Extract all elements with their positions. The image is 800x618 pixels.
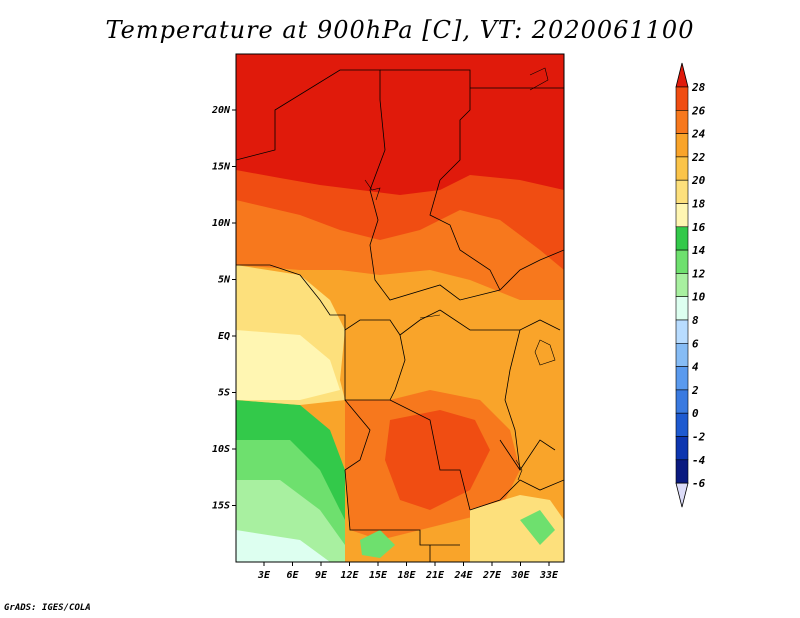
lon-tick-label: 12E (340, 570, 359, 581)
temperature-field (236, 54, 564, 562)
colorbar-segment (675, 86, 689, 111)
colorbar-label: 12 (692, 267, 706, 280)
colorbar-label: -2 (692, 431, 706, 444)
colorbar-segment (675, 110, 689, 134)
colorbar-segment (675, 226, 689, 251)
colorbar-label: 2 (691, 384, 699, 397)
lat-tick-label: 20N (211, 105, 231, 116)
lon-tick-label: 18E (397, 570, 416, 581)
colorbar-top-arrow (675, 62, 689, 88)
lon-tick-label: 33E (539, 570, 559, 581)
lat-tick-label: 15S (212, 501, 230, 512)
colorbar-label: -6 (692, 477, 706, 490)
lat-tick-label: 10S (212, 444, 230, 455)
lat-tick-label: EQ (218, 331, 230, 342)
colorbar-label: 18 (692, 198, 706, 211)
colorbar-label: 10 (692, 291, 706, 304)
lon-tick-label: 21E (425, 570, 445, 581)
lat-tick-label: 15N (212, 162, 231, 173)
lat-tick-label: 5N (218, 275, 231, 286)
colorbar-segment (675, 389, 689, 414)
lon-tick-label: 6E (286, 570, 299, 581)
lat-tick-label: 5S (218, 388, 230, 399)
colorbar-label: 20 (691, 174, 706, 187)
colorbar-segment (675, 436, 689, 461)
lon-tick-label: 3E (257, 570, 271, 581)
colorbar-segment (675, 459, 689, 484)
lon-tick-label: 15E (369, 570, 388, 581)
colorbar-label: 16 (692, 221, 706, 234)
colorbar-label: 0 (692, 407, 699, 420)
colorbar-segment (675, 342, 689, 367)
colorbar-bottom-arrow (675, 482, 689, 508)
colorbar-segment (675, 366, 689, 391)
colorbar-label: -4 (692, 454, 706, 467)
colorbar-segment (675, 319, 689, 344)
colorbar-label: 24 (691, 128, 706, 141)
colorbar-label: 14 (692, 244, 706, 257)
lon-tick-label: 24E (453, 570, 473, 581)
colorbar-segment (675, 133, 689, 158)
latitude-axis: 20N 15N 10N 5N EQ 5S 10S 15S (211, 105, 236, 512)
colorbar-segment (675, 156, 689, 181)
colorbar-segment (675, 203, 689, 228)
colorbar-segment (675, 249, 689, 274)
colorbar-label: 6 (692, 337, 699, 350)
lon-tick-label: 27E (482, 570, 502, 581)
lon-tick-label: 9E (315, 570, 328, 581)
map-title: Temperature at 900hPa [C], VT: 202006110… (105, 16, 695, 44)
colorbar-label: 26 (691, 104, 706, 117)
lon-tick-label: 30E (510, 570, 530, 581)
lat-tick-label: 10N (212, 218, 231, 229)
colorbar-segment (675, 412, 689, 437)
colorbar-label: 8 (692, 314, 699, 327)
colorbar-label: 28 (691, 81, 706, 94)
longitude-axis: 3E 6E 9E 12E 15E 18E 21E 24E 27E 30E 33E (257, 562, 559, 581)
colorbar-segment (675, 179, 689, 204)
colorbar-segment (675, 296, 689, 321)
colorbar-label: 4 (692, 361, 699, 374)
grads-credit: GrADS: IGES/COLA (4, 603, 91, 613)
map-frame (235, 53, 565, 563)
colorbar-segment (675, 273, 689, 297)
colorbar-label: 22 (691, 151, 706, 164)
